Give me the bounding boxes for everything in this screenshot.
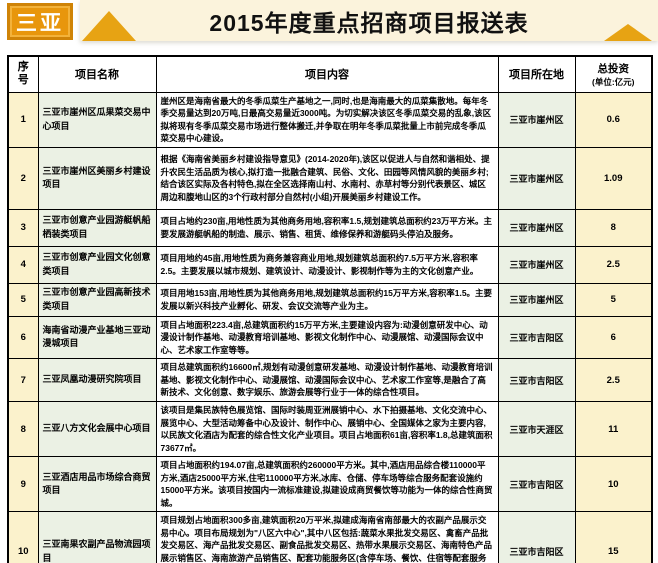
project-location-cell: 三亚市吉阳区 (497, 315, 576, 359)
table-row: 8 三亚八方文化会展中心项目 该项目是集民族特色展览馆、国际时装周亚洲展销中心、… (7, 401, 653, 457)
project-name-cell: 三亚南果农副产品物流园项目 (37, 511, 157, 563)
project-name-cell: 三亚市创意产业园高新技术类项目 (37, 282, 157, 317)
table-row: 4 三亚市创意产业园文化创意类项目 项目用地约45亩,用地性质为商务兼容商业用地… (7, 245, 653, 284)
project-location-cell: 三亚市吉阳区 (497, 358, 576, 402)
project-content-cell: 项目占地约230亩,用地性质为其他商务用地,容积率1.5,规划建筑总面积约23万… (155, 208, 499, 247)
project-content-cell: 该项目是集民族特色展览馆、国际时装周亚洲展销中心、水下拍摄基地、文化交流中心、展… (155, 401, 499, 457)
project-location-cell: 三亚市天涯区 (497, 401, 576, 457)
project-content-cell: 崖州区是海南省最大的冬季瓜菜生产基地之一,同时,也是海南最大的瓜菜集散地。每年冬… (155, 91, 499, 148)
project-investment-cell: 6 (574, 315, 653, 359)
project-investment-cell: 8 (574, 208, 653, 247)
table-body: 1 三亚市崖州区瓜果菜交易中心项目 崖州区是海南省最大的冬季瓜菜生产基地之一,同… (7, 91, 653, 563)
project-content-cell: 根据《海南省美丽乡村建设指导意见》(2014-2020年),该区以促进人与自然和… (155, 146, 499, 210)
project-investment-cell: 0.6 (574, 91, 653, 148)
row-no-cell: 1 (7, 91, 39, 148)
projects-table: 序号 项目名称 项目内容 项目所在地 总投资 (单位:亿元) 1 三亚市崖州区瓜… (7, 55, 653, 563)
table-row: 9 三亚酒店用品市场综合商贸项目 项目占地面积约194.07亩,总建筑面积约26… (7, 456, 653, 512)
row-no-cell: 9 (7, 456, 39, 512)
project-location-cell: 三亚市吉阳区 (497, 511, 576, 563)
investment-header-line1: 总投资 (597, 62, 630, 75)
table-row: 1 三亚市崖州区瓜果菜交易中心项目 崖州区是海南省最大的冬季瓜菜生产基地之一,同… (7, 91, 653, 148)
column-header-investment: 总投资 (单位:亿元) (574, 55, 653, 93)
title-ribbon: 2015年度重点招商项目报送表 (80, 0, 658, 41)
table-row: 2 三亚市崖州区美丽乡村建设项目 根据《海南省美丽乡村建设指导意见》(2014-… (7, 146, 653, 210)
project-content-cell: 项目占地面积约194.07亩,总建筑面积约260000平方米。其中,酒店用品综合… (155, 456, 499, 512)
logo-text: 三亚 (16, 11, 64, 35)
row-no-cell: 3 (7, 208, 39, 247)
column-header-no: 序号 (7, 55, 39, 93)
column-header-location: 项目所在地 (497, 55, 576, 93)
table-row: 7 三亚凤凰动漫研究院项目 项目总建筑面积约16600㎡,规划有动漫创意研发基地… (7, 358, 653, 402)
row-no-cell: 5 (7, 282, 39, 317)
project-investment-cell: 2.5 (574, 245, 653, 284)
table-row: 6 海南省动漫产业基地三亚动漫城项目 项目占地面积223.4亩,总建筑面积约15… (7, 315, 653, 359)
project-investment-cell: 10 (574, 456, 653, 512)
project-investment-cell: 15 (574, 511, 653, 563)
row-no-cell: 10 (7, 511, 39, 563)
row-no-cell: 7 (7, 358, 39, 402)
row-no-cell: 4 (7, 245, 39, 284)
table-row: 10 三亚南果农副产品物流园项目 项目规划占地面积300多亩,建筑面积20万平米… (7, 511, 653, 563)
project-location-cell: 三亚市崖州区 (497, 91, 576, 148)
column-header-name: 项目名称 (37, 55, 157, 93)
table-row: 5 三亚市创意产业园高新技术类项目 项目用地153亩,用地性质为其他商务用地,规… (7, 282, 653, 317)
project-content-cell: 项目总建筑面积约16600㎡,规划有动漫创意研发基地、动漫设计制作基地、动漫教育… (155, 358, 499, 402)
project-location-cell: 三亚市崖州区 (497, 208, 576, 247)
header-banner: 三亚 2015年度重点招商项目报送表 (0, 0, 658, 55)
project-name-cell: 三亚凤凰动漫研究院项目 (37, 358, 157, 402)
gold-triangle-left-icon (82, 11, 136, 41)
project-name-cell: 三亚八方文化会展中心项目 (37, 401, 157, 457)
gold-triangle-right-icon (604, 24, 652, 41)
page-title: 2015年度重点招商项目报送表 (209, 9, 529, 36)
project-name-cell: 三亚市崖州区瓜果菜交易中心项目 (37, 91, 157, 148)
project-investment-cell: 1.09 (574, 146, 653, 210)
project-location-cell: 三亚市吉阳区 (497, 456, 576, 512)
project-name-cell: 三亚市崖州区美丽乡村建设项目 (37, 146, 157, 210)
column-header-content: 项目内容 (155, 55, 499, 93)
project-investment-cell: 2.5 (574, 358, 653, 402)
row-no-cell: 6 (7, 315, 39, 359)
project-content-cell: 项目占地面积223.4亩,总建筑面积约15万平方米,主要建设内容为:动漫创意研发… (155, 315, 499, 359)
project-content-cell: 项目用地153亩,用地性质为其他商务用地,规划建筑总面积约15万平方米,容积率1… (155, 282, 499, 317)
project-name-cell: 三亚酒店用品市场综合商贸项目 (37, 456, 157, 512)
project-investment-cell: 11 (574, 401, 653, 457)
row-no-cell: 8 (7, 401, 39, 457)
project-location-cell: 三亚市崖州区 (497, 146, 576, 210)
table-header: 序号 项目名称 项目内容 项目所在地 总投资 (单位:亿元) (7, 55, 653, 93)
project-name-cell: 三亚市创意产业园游艇帆船栖装类项目 (37, 208, 157, 247)
investment-header-line2: (单位:亿元) (592, 76, 635, 87)
project-investment-cell: 5 (574, 282, 653, 317)
project-name-cell: 三亚市创意产业园文化创意类项目 (37, 245, 157, 284)
project-content-cell: 项目用地约45亩,用地性质为商务兼容商业用地,规划建筑总面积约7.5万平方米,容… (155, 245, 499, 284)
sanya-logo: 三亚 (7, 3, 73, 40)
project-location-cell: 三亚市崖州区 (497, 245, 576, 284)
table-row: 3 三亚市创意产业园游艇帆船栖装类项目 项目占地约230亩,用地性质为其他商务用… (7, 208, 653, 247)
project-name-cell: 海南省动漫产业基地三亚动漫城项目 (37, 315, 157, 359)
project-content-cell: 项目规划占地面积300多亩,建筑面积20万平米,拟建成海南省南部最大的农副产品展… (155, 511, 499, 563)
row-no-cell: 2 (7, 146, 39, 210)
project-location-cell: 三亚市崖州区 (497, 282, 576, 317)
